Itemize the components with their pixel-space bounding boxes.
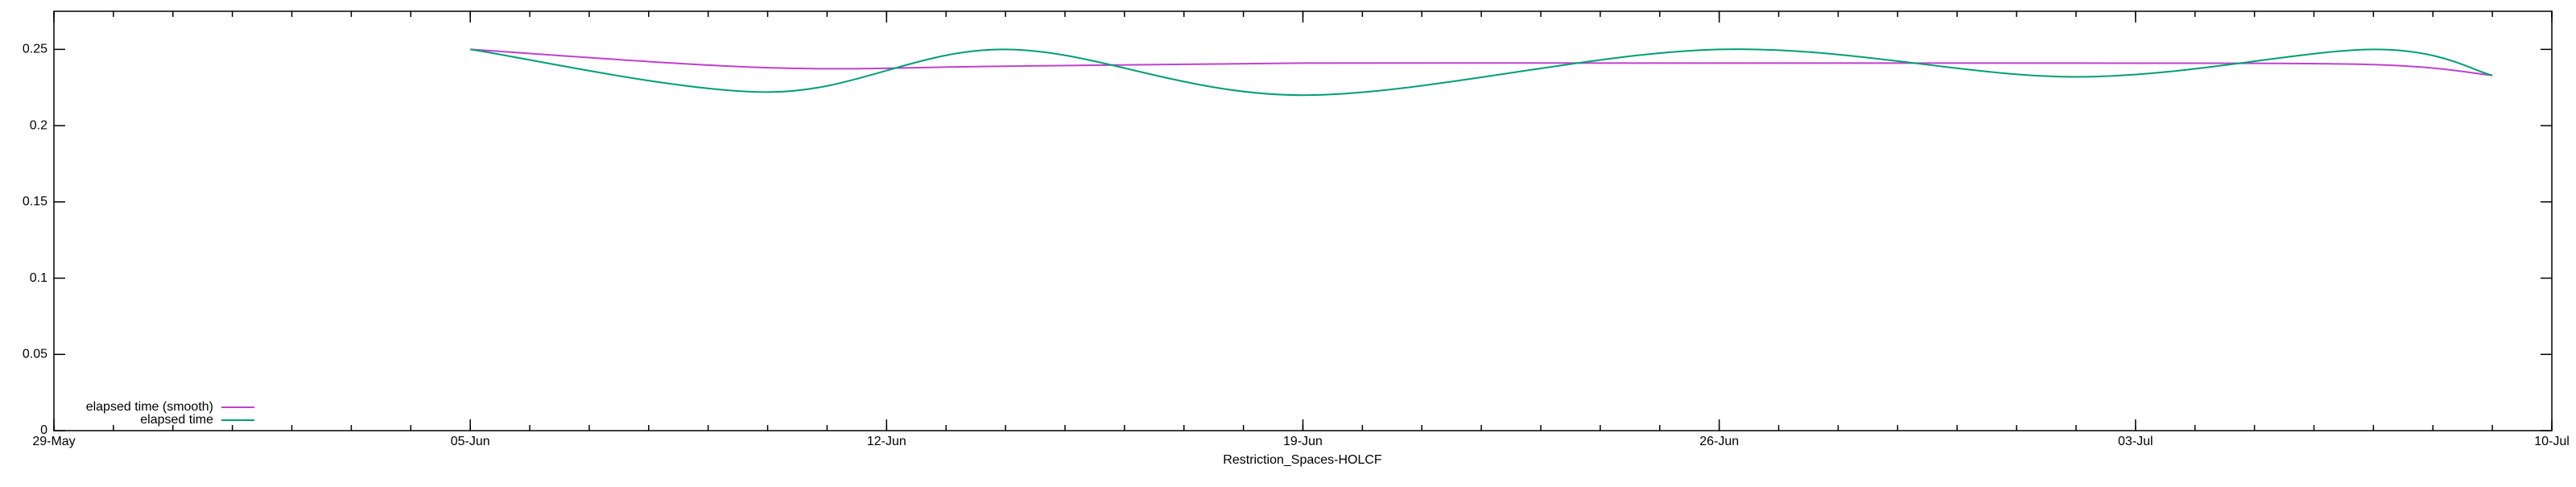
x-tick-label: 19-Jun [1283, 435, 1323, 448]
series-line [470, 48, 2493, 97]
y-tick-label: 0.25 [23, 43, 47, 56]
plot-frame [53, 10, 2553, 431]
y-tick-label: 0.1 [30, 271, 47, 285]
y-tick-label: 0.15 [23, 195, 47, 208]
series-line [470, 48, 2493, 76]
legend-label: elapsed time [140, 413, 213, 427]
y-tick-label: 0 [40, 423, 47, 437]
x-tick-label: 10-Jul [2534, 435, 2570, 448]
x-tick-label: 05-Jun [451, 435, 490, 448]
x-tick-label: 03-Jul [2118, 435, 2153, 448]
x-tick-label: 26-Jun [1699, 435, 1739, 448]
legend-label: elapsed time (smooth) [86, 400, 213, 414]
x-tick-label: 29-May [32, 435, 75, 448]
x-tick-label: 12-Jun [867, 435, 906, 448]
y-tick-label: 0.2 [30, 118, 47, 132]
x-axis-label: Restriction_Spaces-HOLCF [1223, 453, 1382, 467]
y-tick-label: 0.05 [23, 347, 47, 361]
